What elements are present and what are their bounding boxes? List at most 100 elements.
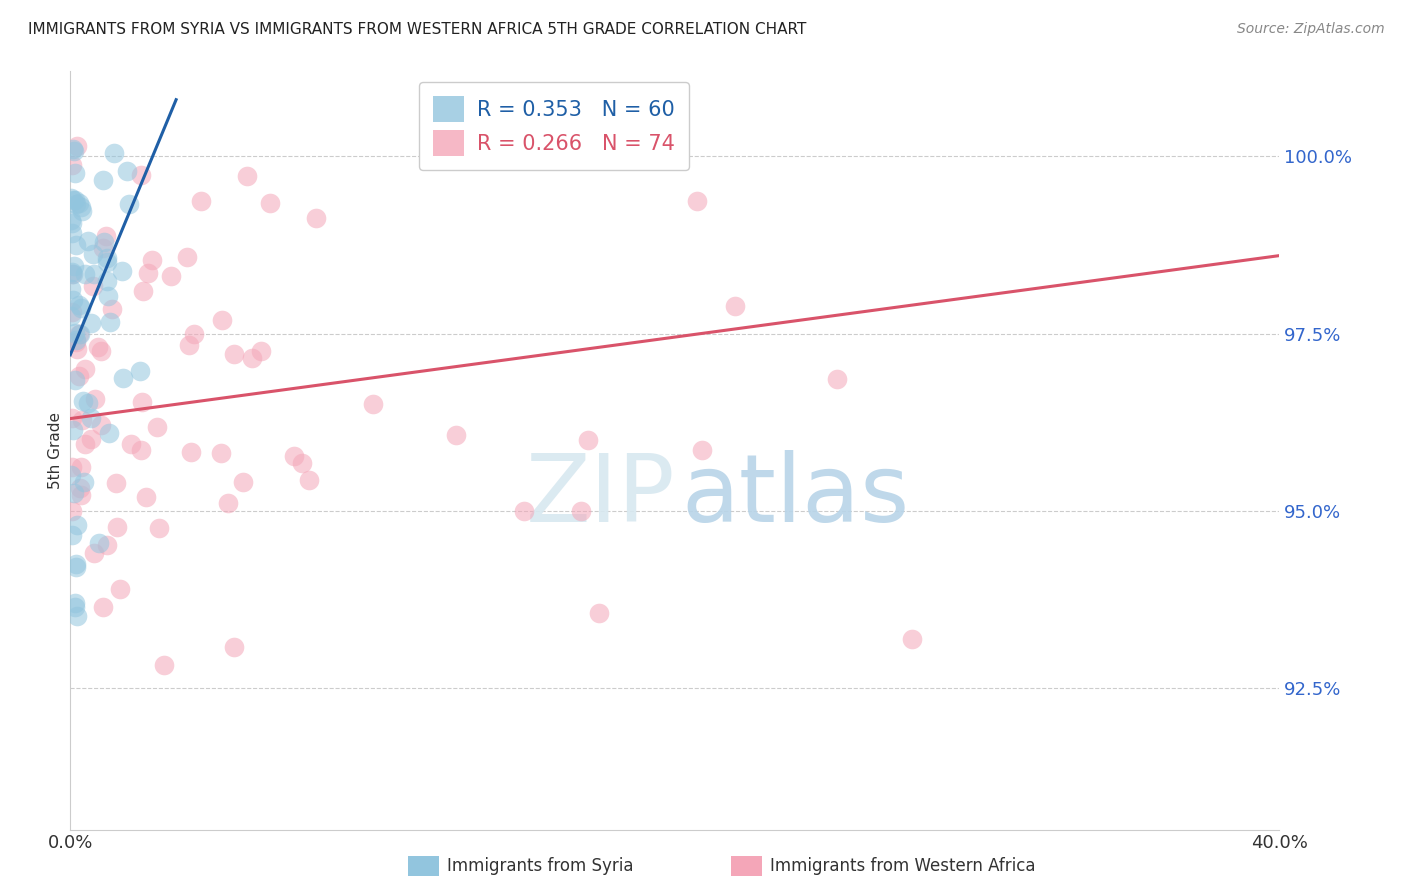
Point: [62, 194, 84, 208]
Point: [60, 460, 83, 475]
Point: [217, 495, 239, 509]
Point: [578, 433, 600, 447]
Point: [180, 445, 202, 459]
Point: [62, 423, 84, 437]
Point: [96, 251, 118, 265]
Legend: R = 0.353   N = 60, R = 0.266   N = 74: R = 0.353 N = 60, R = 0.266 N = 74: [419, 82, 689, 170]
Point: [291, 457, 314, 471]
Point: [70, 413, 93, 427]
Point: [93, 600, 115, 615]
Point: [80, 411, 103, 425]
Point: [66, 608, 89, 623]
Point: [98, 425, 121, 440]
Point: [118, 196, 141, 211]
Point: [90, 418, 112, 433]
Point: [69, 326, 91, 341]
Point: [259, 196, 281, 211]
Point: [73, 361, 96, 376]
Point: [136, 266, 159, 280]
Point: [222, 347, 245, 361]
Point: [141, 252, 163, 267]
Point: [60, 305, 83, 319]
Point: [63, 165, 86, 179]
Point: [69, 459, 91, 474]
Point: [211, 313, 233, 327]
Point: [588, 606, 610, 620]
Point: [132, 284, 155, 298]
Point: [62, 142, 84, 156]
Point: [63, 144, 86, 158]
Point: [361, 397, 384, 411]
Point: [75, 267, 97, 281]
Point: [96, 228, 118, 243]
Point: [72, 394, 94, 409]
Point: [69, 482, 91, 496]
Point: [129, 443, 152, 458]
Text: Source: ZipAtlas.com: Source: ZipAtlas.com: [1237, 22, 1385, 37]
Point: [104, 475, 127, 490]
Point: [91, 173, 114, 187]
Point: [901, 632, 924, 647]
Point: [65, 333, 87, 347]
Point: [79, 317, 101, 331]
Text: atlas: atlas: [681, 450, 910, 542]
Point: [115, 164, 138, 178]
Point: [83, 546, 105, 560]
Text: Immigrants from Western Africa: Immigrants from Western Africa: [770, 857, 1036, 875]
Point: [236, 169, 259, 183]
Point: [112, 371, 135, 385]
Point: [67, 195, 90, 210]
Point: [103, 145, 125, 160]
Point: [131, 168, 153, 182]
Point: [128, 364, 150, 378]
Point: [82, 247, 104, 261]
Point: [724, 300, 747, 314]
Point: [249, 344, 271, 359]
Point: [66, 342, 89, 356]
Text: ZIP: ZIP: [526, 450, 675, 542]
Point: [131, 394, 153, 409]
Point: [179, 338, 201, 352]
Point: [60, 226, 83, 240]
Point: [84, 392, 107, 406]
Point: [59, 191, 82, 205]
Point: [190, 194, 212, 208]
Point: [153, 658, 176, 673]
Point: [224, 640, 246, 654]
Point: [96, 255, 118, 269]
Point: [91, 241, 114, 255]
Point: [65, 373, 87, 387]
Point: [135, 490, 157, 504]
Point: [60, 158, 83, 172]
Point: [63, 596, 86, 610]
Point: [70, 488, 93, 502]
Point: [686, 194, 709, 209]
Point: [70, 200, 93, 214]
Point: [305, 211, 328, 225]
Point: [120, 437, 142, 451]
Point: [59, 213, 82, 227]
Point: [62, 293, 84, 307]
Point: [101, 301, 124, 316]
Point: [96, 274, 118, 288]
Point: [62, 259, 84, 273]
Point: [82, 278, 104, 293]
Point: [176, 250, 198, 264]
Point: [825, 372, 848, 386]
Y-axis label: 5th Grade: 5th Grade: [48, 412, 63, 489]
Point: [60, 504, 83, 518]
Point: [569, 504, 592, 518]
Point: [65, 335, 87, 350]
Point: [65, 558, 87, 572]
Point: [110, 264, 132, 278]
Point: [283, 450, 305, 464]
Point: [67, 326, 90, 341]
Point: [93, 235, 115, 250]
Point: [298, 473, 321, 487]
Point: [60, 265, 83, 279]
Point: [232, 475, 254, 490]
Point: [65, 238, 87, 252]
Point: [146, 420, 169, 434]
Point: [110, 582, 132, 596]
Point: [90, 343, 112, 358]
